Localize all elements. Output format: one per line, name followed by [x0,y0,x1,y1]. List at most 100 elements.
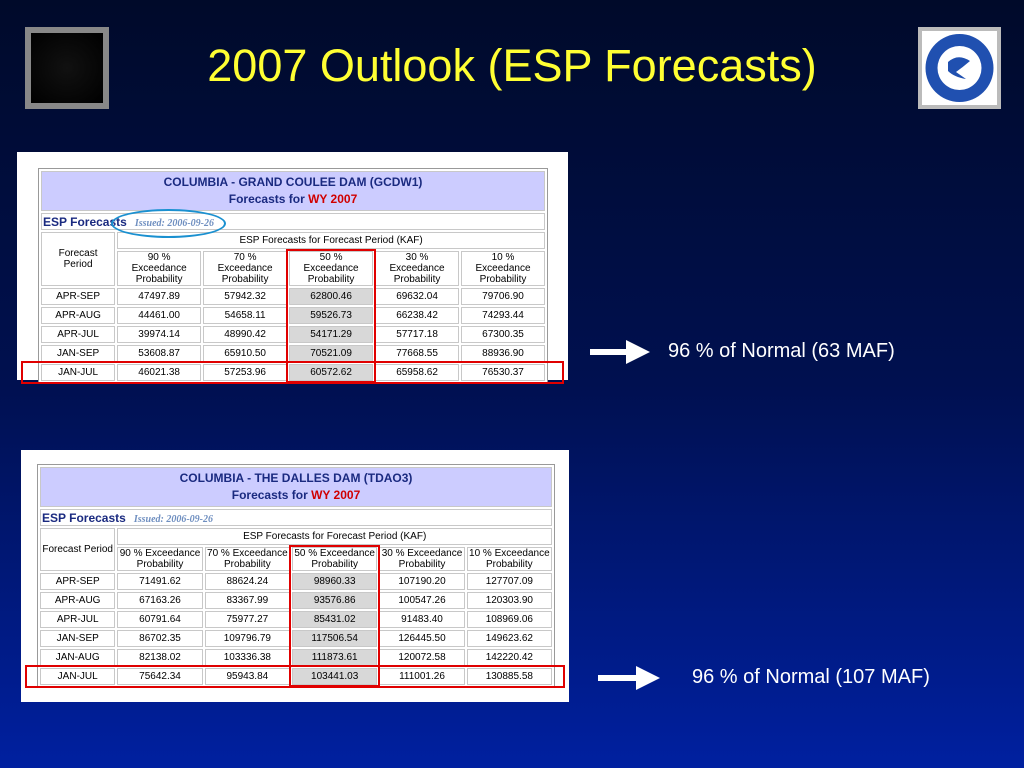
value-cell: 109796.79 [204,630,291,647]
period-cell: APR-SEP [40,573,116,590]
value-cell: 44461.00 [117,307,202,324]
table-image: COLUMBIA - THE DALLES DAM (TDAO3) Forecas… [21,450,569,702]
data-row: APR-AUG 67163.26 83367.99 93576.86 100547.26… [40,592,552,609]
row-highlight [21,361,564,384]
period-cell: APR-JUL [40,611,116,628]
value-cell: 117506.54 [292,630,378,647]
value-cell: 46021.38 [117,364,202,381]
column-header: 70 % Exceedance Probability [204,547,291,571]
value-cell: 62800.46 [289,288,374,305]
value-cell: 75642.34 [117,668,203,685]
annotation: 96 % of Normal (107 MAF) [692,666,930,688]
table-subtitle: Forecasts for WY 2007 [44,191,542,208]
arrow-head [636,666,660,690]
column-header: 30 % Exceedance Probability [379,547,465,571]
column-header: 50 % Exceedance Probability [289,251,374,286]
period-header: Forecast Period [41,232,116,286]
esp-row: ESP Forecasts Issued: 2006-09-26 [40,509,552,526]
issued-date: Issued: 2006-09-26 [133,513,213,525]
period-cell: APR-AUG [41,307,116,324]
value-cell: 82138.02 [117,649,203,666]
esp-label: ESP Forecasts [42,510,126,525]
value-cell: 57717.18 [375,326,460,343]
value-cell: 69632.04 [375,288,460,305]
column-header-row: 90 % Exceedance Probability 70 % Exceedan… [41,251,545,286]
value-cell: 48990.42 [203,326,288,343]
data-row: JAN-JUL 46021.38 57253.96 60572.62 65958.62 7… [41,364,545,381]
title-row: COLUMBIA - GRAND COULEE DAM (GCDW1) Forec… [41,171,545,211]
value-cell: 54658.11 [203,307,288,324]
period-cell: JAN-JUL [41,364,116,381]
forecast-table: COLUMBIA - GRAND COULEE DAM (GCDW1) Forec… [38,168,548,384]
value-cell: 74293.44 [461,307,545,324]
arrow-shaft [590,349,628,355]
value-cell: 66238.42 [375,307,460,324]
value-cell: 60572.62 [289,364,374,381]
data-row: APR-JUL 60791.64 75977.27 85431.02 91483.40 1… [40,611,552,628]
slide-title: 2007 Outlook (ESP Forecasts) [207,40,817,91]
column-header: 10 % Exceedance Probability [466,547,552,571]
value-cell: 39974.14 [117,326,202,343]
value-cell: 77668.55 [375,345,460,362]
forecasts-for: Forecasts for [231,488,308,502]
value-cell: 120303.90 [466,592,552,609]
value-cell: 88624.24 [204,573,291,590]
arrow-shaft [598,675,638,681]
column-header: 70 % Exceedance Probability [203,251,288,286]
value-cell: 76530.37 [461,364,545,381]
value-cell: 107190.20 [379,573,465,590]
value-cell: 67300.35 [461,326,545,343]
value-cell: 142220.42 [466,649,552,666]
value-cell: 108969.06 [466,611,552,628]
group-header: ESP Forecasts for Forecast Period (KAF) [117,232,545,249]
value-cell: 85431.02 [292,611,378,628]
nws-logo [918,27,1001,109]
table-subtitle: Forecasts for WY 2007 [43,487,549,504]
forecasts-for: Forecasts for [228,192,305,206]
period-cell: APR-AUG [40,592,116,609]
value-cell: 103441.03 [292,668,378,685]
esp-cell: ESP Forecasts Issued: 2006-09-26 [40,509,552,526]
data-row: JAN-JUL 75642.34 95943.84 103441.03 111001.2… [40,668,552,685]
data-row: APR-JUL 39974.14 48990.42 54171.29 57717.18 6… [41,326,545,343]
annotation: 96 % of Normal (63 MAF) [668,340,895,362]
column-header-row: 90 % Exceedance Probability 70 % Exceedan… [40,547,552,571]
value-cell: 103336.38 [204,649,291,666]
period-cell: APR-SEP [41,288,116,305]
table-title: COLUMBIA - GRAND COULEE DAM (GCDW1) [163,175,423,189]
value-cell: 93576.86 [292,592,378,609]
issued-circle [110,208,226,238]
column-header: 30 % Exceedance Probability [375,251,460,286]
value-cell: 60791.64 [117,611,203,628]
value-cell: 120072.58 [379,649,465,666]
value-cell: 53608.87 [117,345,202,362]
column-header: 10 % Exceedance Probability [461,251,545,286]
value-cell: 88936.90 [461,345,545,362]
table-image: COLUMBIA - GRAND COULEE DAM (GCDW1) Forec… [17,152,568,384]
forecast-table: COLUMBIA - THE DALLES DAM (TDAO3) Forecas… [37,464,555,688]
nws-emblem [922,31,997,105]
column-header: 90 % Exceedance Probability [117,547,203,571]
table-title-cell: COLUMBIA - THE DALLES DAM (TDAO3) Forecas… [40,467,552,507]
table-title-cell: COLUMBIA - GRAND COULEE DAM (GCDW1) Forec… [41,171,545,211]
period-cell: JAN-SEP [41,345,116,362]
logo-mark [948,57,970,79]
value-cell: 149623.62 [466,630,552,647]
value-cell: 130885.58 [466,668,552,685]
group-header: ESP Forecasts for Forecast Period (KAF) [117,528,552,545]
value-cell: 47497.89 [117,288,202,305]
value-cell: 75977.27 [204,611,291,628]
group-header-row: Forecast Period ESP Forecasts for Forecas… [41,232,545,286]
value-cell: 86702.35 [117,630,203,647]
row-highlight [25,665,565,688]
value-cell: 71491.62 [117,573,203,590]
data-row: APR-SEP 71491.62 88624.24 98960.33 107190.20… [40,573,552,590]
period-header: Forecast Period [40,528,116,571]
arrow-head [626,340,650,364]
data-row: JAN-SEP 86702.35 109796.79 117506.54 126445.… [40,630,552,647]
value-cell: 83367.99 [204,592,291,609]
value-cell: 79706.90 [461,288,545,305]
value-cell: 59526.73 [289,307,374,324]
data-row: APR-AUG 44461.00 54658.11 59526.73 66238.42 7… [41,307,545,324]
